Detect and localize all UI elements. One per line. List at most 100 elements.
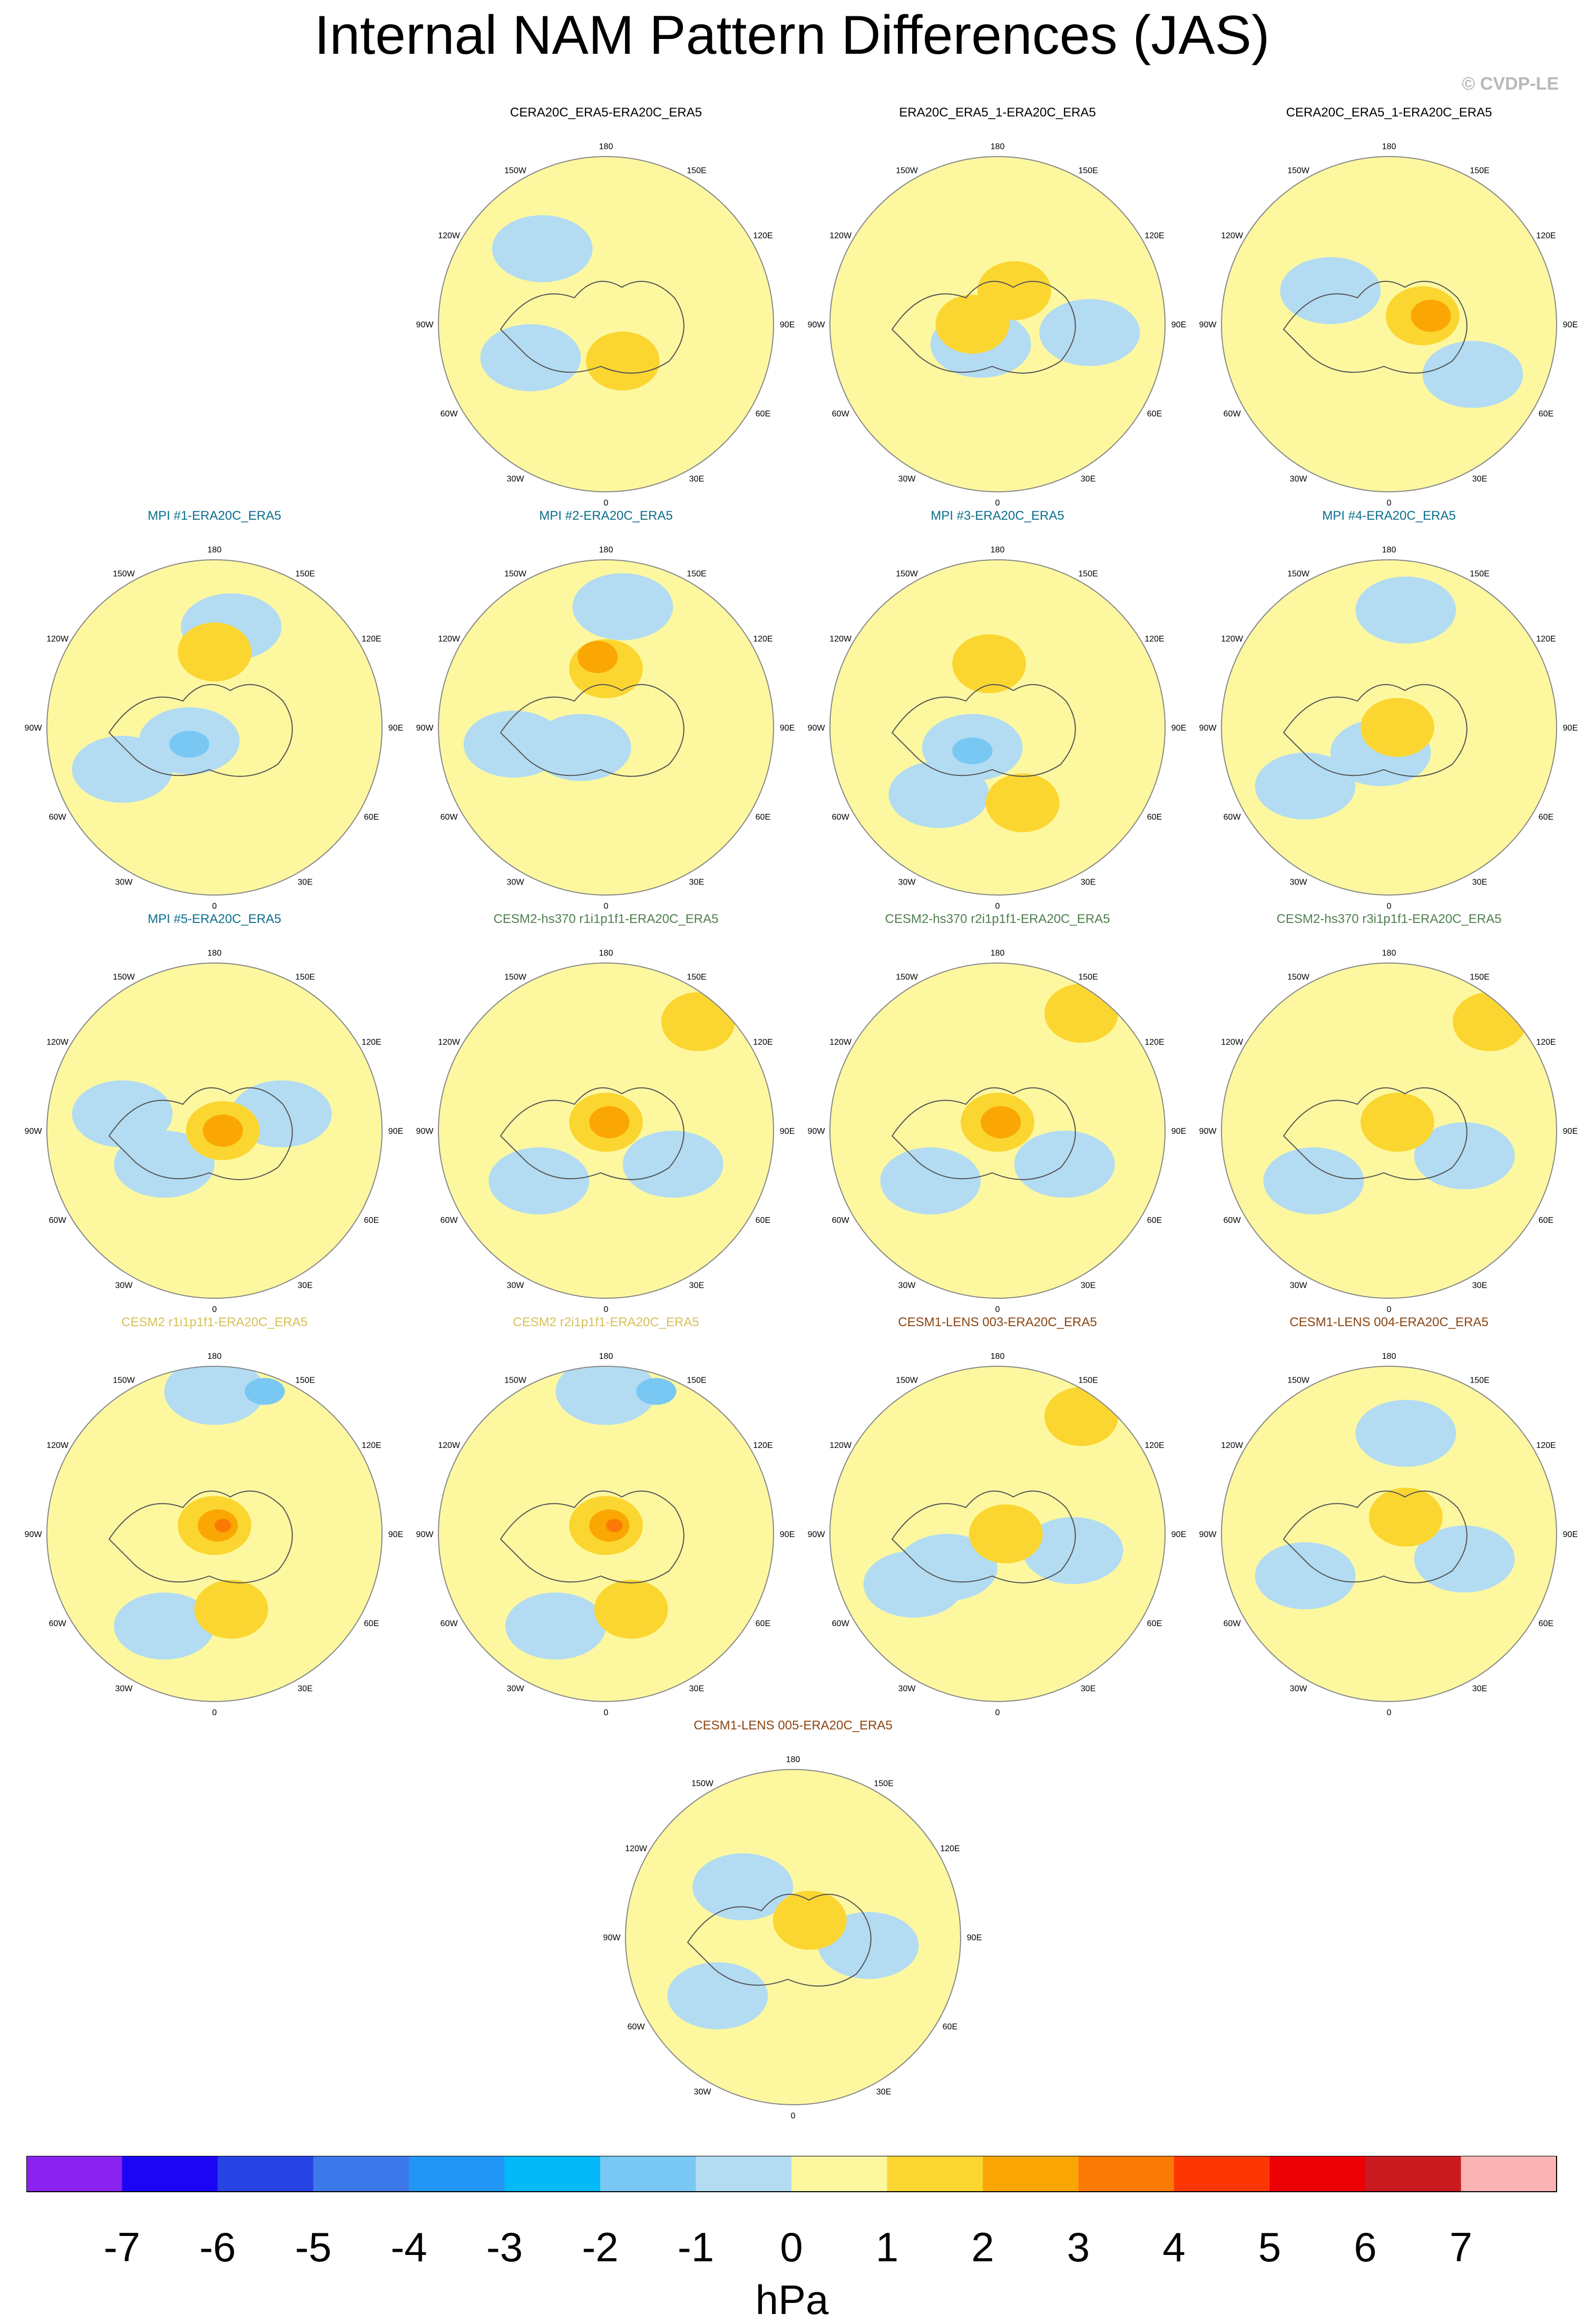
map-panel: CERA20C_ERA5_1-ERA20C_ERA5 180 150E 120E 90E… <box>1194 105 1584 506</box>
longitude-label: 0 <box>212 1708 217 1716</box>
colorbar-swatch <box>1269 2156 1365 2192</box>
coastline <box>687 1893 872 1987</box>
longitude-label: 90W <box>416 1127 434 1136</box>
colorbar-tick-label: -6 <box>199 2224 236 2270</box>
positive-anomaly <box>178 622 251 682</box>
negative-anomaly <box>1280 257 1381 324</box>
longitude-label: 0 <box>1387 1708 1392 1716</box>
longitude-label: 150E <box>1470 166 1489 175</box>
negative-anomaly <box>1255 1542 1356 1610</box>
map-boundary <box>438 156 774 492</box>
polar-map: 180 150E 120E 90E 60E 30E 0 30W 60W 90W 120W 150W <box>808 949 1187 1312</box>
map-boundary <box>46 559 383 896</box>
longitude-label: 60E <box>1539 410 1553 419</box>
negative-anomaly <box>1414 1122 1515 1190</box>
negative-anomaly <box>114 1592 214 1660</box>
longitude-label: 60W <box>49 1216 67 1225</box>
coastline <box>500 1087 685 1180</box>
positive-anomaly <box>1044 1387 1118 1446</box>
colorbar-swatch <box>600 2156 696 2192</box>
coastline <box>891 1490 1076 1583</box>
longitude-label: 120W <box>829 1038 852 1047</box>
longitude-label: 90E <box>388 1530 403 1539</box>
longitude-label: 30W <box>1290 1281 1308 1290</box>
longitude-label: 120E <box>1145 231 1164 240</box>
map-panel: CESM1-LENS 003-ERA20C_ERA5 180 150E 120E 90E… <box>803 1315 1192 1716</box>
page-title: Internal NAM Pattern Differences (JAS) <box>314 5 1270 66</box>
panel-title: MPI #4-ERA20C_ERA5 <box>1322 509 1456 523</box>
longitude-label: 150W <box>1287 569 1310 578</box>
negative-anomaly <box>463 711 564 778</box>
longitude-label: 90W <box>416 724 434 733</box>
colorbar-swatch <box>1365 2156 1461 2192</box>
longitude-label: 60E <box>1147 813 1162 822</box>
longitude-label: 30E <box>689 1281 704 1290</box>
longitude-label: 30W <box>115 878 133 887</box>
colorbar-swatch <box>409 2156 505 2192</box>
longitude-label: 60W <box>1224 1619 1241 1628</box>
longitude-label: 150E <box>1470 569 1489 578</box>
colorbar-tick-label: -7 <box>104 2224 140 2270</box>
polar-map: 180 150E 120E 90E 60E 30E 0 30W 60W 90W 120W 150W <box>416 1352 795 1716</box>
longitude-label: 120W <box>438 1441 461 1450</box>
longitude-label: 30W <box>694 2088 712 2097</box>
longitude-label: 60E <box>1539 813 1553 822</box>
longitude-label: 120W <box>1221 635 1244 644</box>
colorbar-swatch <box>26 2156 122 2192</box>
negative-anomaly <box>888 761 990 828</box>
negative-anomaly <box>72 735 173 803</box>
longitude-label: 120W <box>438 231 461 240</box>
longitude-label: 150E <box>874 1779 893 1788</box>
polar-map: 180 150E 120E 90E 60E 30E 0 30W 60W 90W 120W 150W <box>416 142 795 506</box>
negative-anomaly <box>1255 752 1356 820</box>
longitude-label: 30E <box>689 475 704 484</box>
map-panel: MPI #5-ERA20C_ERA5 180 150E 120E 90E 60E 30E 0 3… <box>19 912 409 1312</box>
longitude-label: 120W <box>46 1441 69 1450</box>
positive-anomaly <box>773 1891 847 1950</box>
positive-anomaly <box>969 1504 1043 1563</box>
polar-map: 180 150E 120E 90E 60E 30E 0 30W 60W 90W 120W 150W <box>1199 1352 1578 1716</box>
longitude-label: 60W <box>441 1619 458 1628</box>
longitude-label: 150W <box>896 1376 918 1385</box>
longitude-label: 150W <box>1287 1376 1310 1385</box>
map-panel: MPI #1-ERA20C_ERA5 180 150E 120E 90E 60E 30E 0 3… <box>19 509 409 909</box>
longitude-label: 120E <box>1536 231 1556 240</box>
panel-title: CERA20C_ERA5_1-ERA20C_ERA5 <box>1286 105 1492 120</box>
colorbar-tick-label: 0 <box>780 2224 803 2270</box>
longitude-label: 60W <box>441 410 458 419</box>
copyright-text: © CVDP-LE <box>1462 74 1559 94</box>
longitude-label: 150W <box>1287 166 1310 175</box>
longitude-label: 60W <box>441 1216 458 1225</box>
colorbar-tick-label: 3 <box>1067 2224 1090 2270</box>
negative-anomaly <box>667 1962 768 2029</box>
longitude-label: 60E <box>756 1216 770 1225</box>
longitude-label: 180 <box>208 546 222 555</box>
polar-map: 180 150E 120E 90E 60E 30E 0 30W 60W 90W 120W 150W <box>416 546 795 909</box>
longitude-label: 180 <box>1382 546 1396 555</box>
longitude-label: 150E <box>1078 166 1098 175</box>
colorbar-tick-label: 5 <box>1258 2224 1281 2270</box>
colorbar-swatch <box>218 2156 314 2192</box>
longitude-label: 60E <box>1147 1216 1162 1225</box>
longitude-label: 30E <box>1472 475 1487 484</box>
longitude-label: 30E <box>298 878 312 887</box>
longitude-label: 120W <box>829 1441 852 1450</box>
colorbar-units: hPa <box>755 2277 829 2323</box>
longitude-label: 30E <box>1472 878 1487 887</box>
longitude-label: 30W <box>507 1685 525 1694</box>
longitude-label: 60E <box>943 2022 957 2031</box>
negative-anomaly <box>114 1131 214 1198</box>
polar-map: 180 150E 120E 90E 60E 30E 0 30W 60W 90W 120W 150W <box>1199 142 1578 506</box>
positive-anomaly <box>1411 299 1451 332</box>
longitude-label: 30E <box>689 878 704 887</box>
map-panel: CESM2-hs370 r2i1p1f1-ERA20C_ERA5 180 150E 1… <box>803 912 1192 1312</box>
longitude-label: 60W <box>832 1216 850 1225</box>
map-panel: MPI #2-ERA20C_ERA5 180 150E 120E 90E 60E 30E 0 3… <box>411 509 801 909</box>
longitude-label: 90E <box>967 1933 982 1942</box>
positive-anomaly <box>202 1114 243 1147</box>
map-panel: MPI #3-ERA20C_ERA5 180 150E 120E 90E 60E 30E 0 3… <box>803 509 1192 909</box>
longitude-label: 60W <box>832 410 850 419</box>
longitude-label: 60W <box>1224 410 1241 419</box>
map-boundary <box>1221 156 1557 492</box>
longitude-label: 120E <box>753 635 773 644</box>
